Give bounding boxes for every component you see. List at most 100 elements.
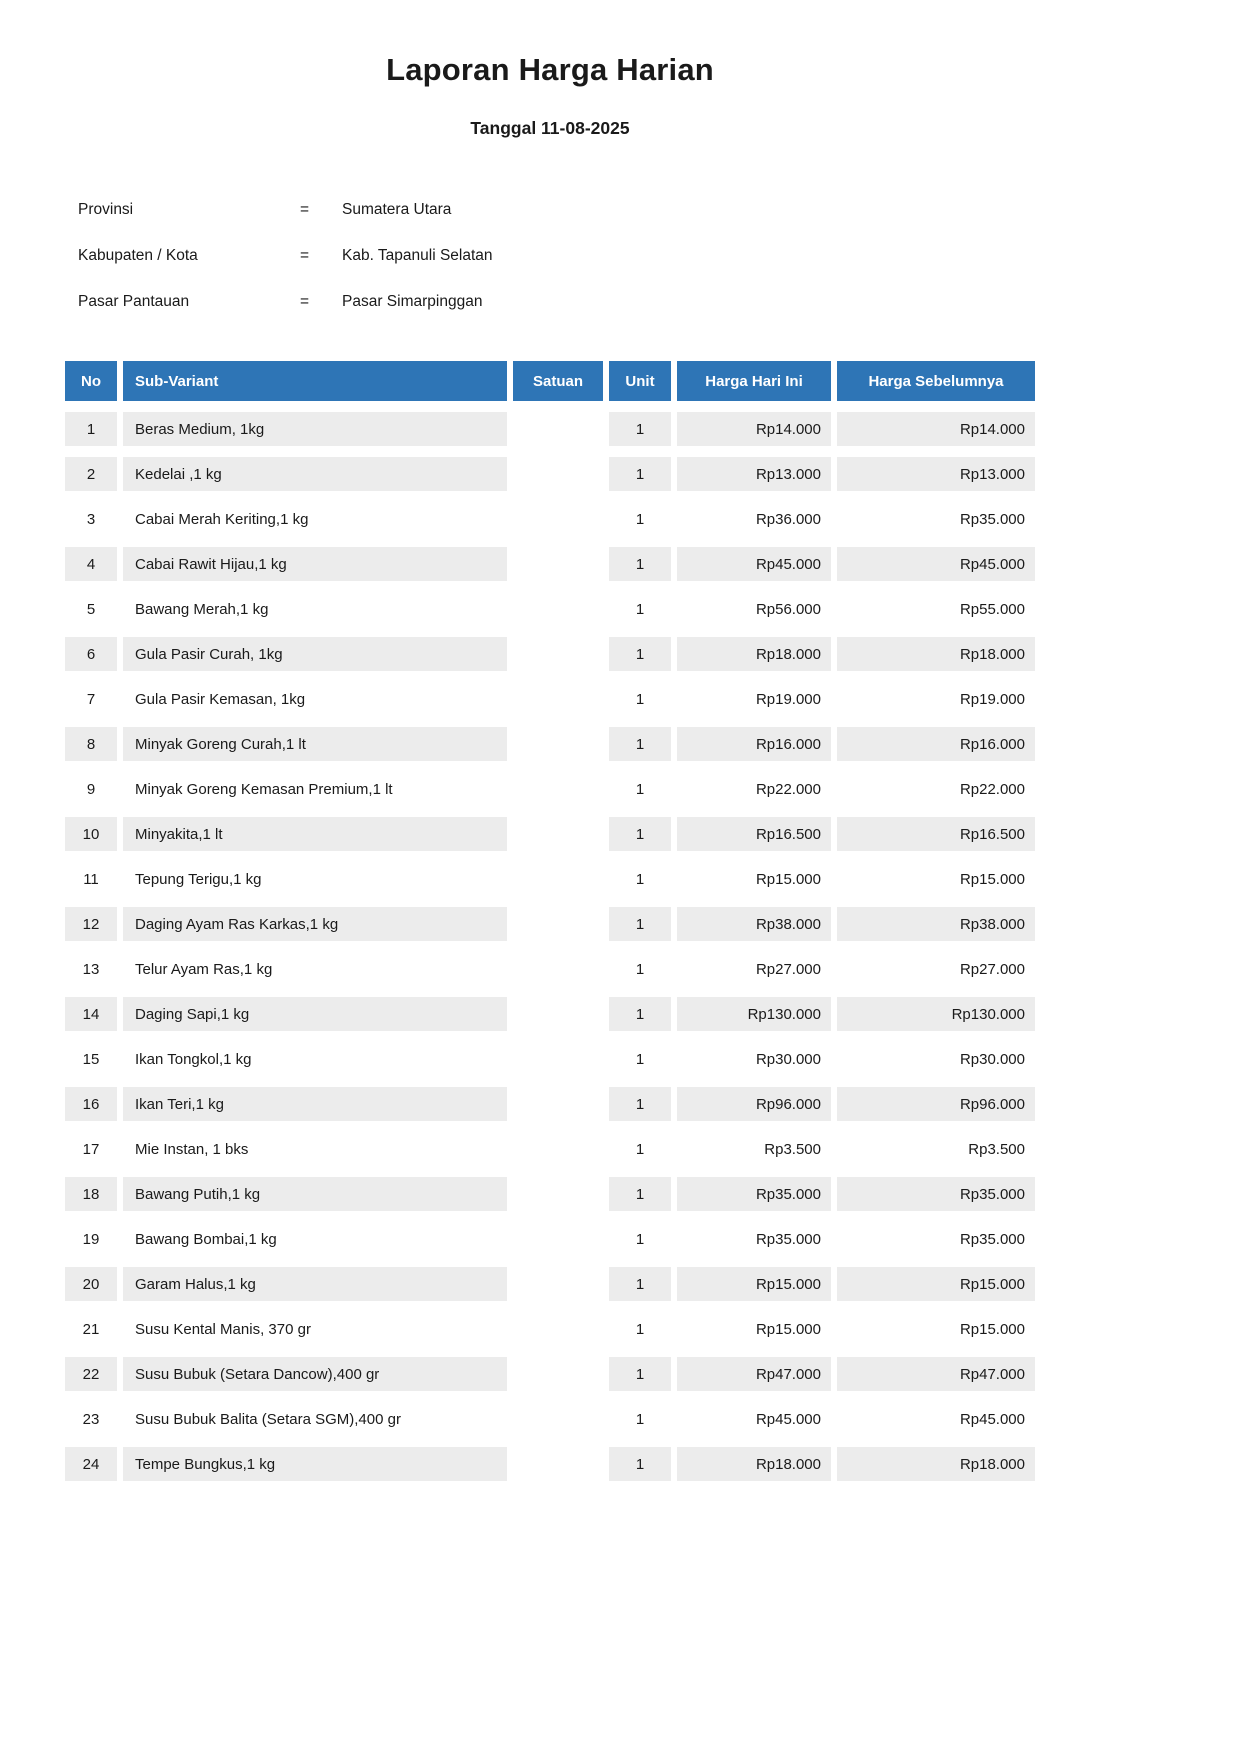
- cell-sub-variant: Minyak Goreng Kemasan Premium,1 lt: [123, 772, 507, 806]
- cell-no: 24: [65, 1447, 117, 1481]
- meta-value: Kab. Tapanuli Selatan: [342, 247, 493, 264]
- cell-sub-variant: Bawang Putih,1 kg: [123, 1177, 507, 1211]
- cell-satuan: [513, 1402, 603, 1436]
- table-row: 6 Gula Pasir Curah, 1kg 1 Rp18.000 Rp18.…: [65, 637, 1035, 671]
- cell-sub-variant: Gula Pasir Kemasan, 1kg: [123, 682, 507, 716]
- cell-sub-variant: Minyakita,1 lt: [123, 817, 507, 851]
- cell-satuan: [513, 547, 603, 581]
- table-row: 24 Tempe Bungkus,1 kg 1 Rp18.000 Rp18.00…: [65, 1447, 1035, 1481]
- cell-harga-sebelumnya: Rp30.000: [837, 1042, 1035, 1076]
- cell-unit: 1: [609, 907, 671, 941]
- cell-no: 12: [65, 907, 117, 941]
- cell-harga-hari-ini: Rp30.000: [677, 1042, 831, 1076]
- cell-unit: 1: [609, 1312, 671, 1346]
- cell-harga-sebelumnya: Rp38.000: [837, 907, 1035, 941]
- cell-harga-sebelumnya: Rp14.000: [837, 412, 1035, 446]
- column-header-satuan: Satuan: [513, 361, 603, 401]
- cell-harga-sebelumnya: Rp35.000: [837, 1222, 1035, 1256]
- cell-satuan: [513, 1312, 603, 1346]
- cell-sub-variant: Garam Halus,1 kg: [123, 1267, 507, 1301]
- table-row: 15 Ikan Tongkol,1 kg 1 Rp30.000 Rp30.000: [65, 1042, 1035, 1076]
- cell-harga-sebelumnya: Rp15.000: [837, 862, 1035, 896]
- cell-no: 7: [65, 682, 117, 716]
- cell-unit: 1: [609, 457, 671, 491]
- cell-unit: 1: [609, 997, 671, 1031]
- cell-satuan: [513, 682, 603, 716]
- cell-sub-variant: Ikan Teri,1 kg: [123, 1087, 507, 1121]
- cell-sub-variant: Minyak Goreng Curah,1 lt: [123, 727, 507, 761]
- column-header-unit: Unit: [609, 361, 671, 401]
- cell-unit: 1: [609, 862, 671, 896]
- cell-harga-sebelumnya: Rp18.000: [837, 1447, 1035, 1481]
- table-row: 1 Beras Medium, 1kg 1 Rp14.000 Rp14.000: [65, 412, 1035, 446]
- cell-satuan: [513, 457, 603, 491]
- cell-harga-hari-ini: Rp13.000: [677, 457, 831, 491]
- table-row: 20 Garam Halus,1 kg 1 Rp15.000 Rp15.000: [65, 1267, 1035, 1301]
- cell-harga-sebelumnya: Rp45.000: [837, 1402, 1035, 1436]
- table-row: 3 Cabai Merah Keriting,1 kg 1 Rp36.000 R…: [65, 502, 1035, 536]
- cell-satuan: [513, 997, 603, 1031]
- cell-harga-hari-ini: Rp45.000: [677, 1402, 831, 1436]
- cell-sub-variant: Tempe Bungkus,1 kg: [123, 1447, 507, 1481]
- page-title: Laporan Harga Harian: [386, 52, 714, 87]
- cell-unit: 1: [609, 1222, 671, 1256]
- cell-sub-variant: Susu Bubuk Balita (Setara SGM),400 gr: [123, 1402, 507, 1436]
- meta-row-provinsi: Provinsi = Sumatera Utara: [78, 187, 1035, 233]
- cell-sub-variant: Bawang Bombai,1 kg: [123, 1222, 507, 1256]
- cell-no: 23: [65, 1402, 117, 1436]
- cell-unit: 1: [609, 1267, 671, 1301]
- cell-harga-hari-ini: Rp14.000: [677, 412, 831, 446]
- cell-harga-hari-ini: Rp36.000: [677, 502, 831, 536]
- cell-harga-hari-ini: Rp96.000: [677, 1087, 831, 1121]
- cell-unit: 1: [609, 412, 671, 446]
- cell-harga-sebelumnya: Rp16.000: [837, 727, 1035, 761]
- cell-sub-variant: Bawang Merah,1 kg: [123, 592, 507, 626]
- cell-unit: 1: [609, 502, 671, 536]
- cell-satuan: [513, 952, 603, 986]
- cell-harga-hari-ini: Rp15.000: [677, 1267, 831, 1301]
- cell-satuan: [513, 1087, 603, 1121]
- cell-satuan: [513, 412, 603, 446]
- table-row: 8 Minyak Goreng Curah,1 lt 1 Rp16.000 Rp…: [65, 727, 1035, 761]
- cell-unit: 1: [609, 592, 671, 626]
- column-header-harga-hari-ini: Harga Hari Ini: [677, 361, 831, 401]
- cell-sub-variant: Susu Bubuk (Setara Dancow),400 gr: [123, 1357, 507, 1391]
- cell-harga-hari-ini: Rp15.000: [677, 862, 831, 896]
- meta-row-kabupaten: Kabupaten / Kota = Kab. Tapanuli Selatan: [78, 233, 1035, 279]
- cell-satuan: [513, 1447, 603, 1481]
- cell-harga-sebelumnya: Rp15.000: [837, 1267, 1035, 1301]
- table-row: 5 Bawang Merah,1 kg 1 Rp56.000 Rp55.000: [65, 592, 1035, 626]
- meta-value: Pasar Simarpinggan: [342, 293, 483, 310]
- cell-sub-variant: Gula Pasir Curah, 1kg: [123, 637, 507, 671]
- cell-unit: 1: [609, 1177, 671, 1211]
- cell-sub-variant: Ikan Tongkol,1 kg: [123, 1042, 507, 1076]
- column-header-no: No: [65, 361, 117, 401]
- cell-harga-sebelumnya: Rp130.000: [837, 997, 1035, 1031]
- cell-harga-sebelumnya: Rp27.000: [837, 952, 1035, 986]
- cell-harga-hari-ini: Rp16.500: [677, 817, 831, 851]
- cell-sub-variant: Mie Instan, 1 bks: [123, 1132, 507, 1166]
- table-row: 23 Susu Bubuk Balita (Setara SGM),400 gr…: [65, 1402, 1035, 1436]
- cell-harga-hari-ini: Rp3.500: [677, 1132, 831, 1166]
- cell-unit: 1: [609, 1447, 671, 1481]
- cell-harga-sebelumnya: Rp18.000: [837, 637, 1035, 671]
- cell-satuan: [513, 727, 603, 761]
- table-row: 21 Susu Kental Manis, 370 gr 1 Rp15.000 …: [65, 1312, 1035, 1346]
- cell-satuan: [513, 637, 603, 671]
- table-row: 10 Minyakita,1 lt 1 Rp16.500 Rp16.500: [65, 817, 1035, 851]
- table-row: 19 Bawang Bombai,1 kg 1 Rp35.000 Rp35.00…: [65, 1222, 1035, 1256]
- cell-harga-hari-ini: Rp16.000: [677, 727, 831, 761]
- meta-value: Sumatera Utara: [342, 201, 452, 218]
- cell-harga-hari-ini: Rp19.000: [677, 682, 831, 716]
- cell-satuan: [513, 1267, 603, 1301]
- table-row: 12 Daging Ayam Ras Karkas,1 kg 1 Rp38.00…: [65, 907, 1035, 941]
- cell-no: 18: [65, 1177, 117, 1211]
- cell-no: 21: [65, 1312, 117, 1346]
- meta-row-pasar: Pasar Pantauan = Pasar Simarpinggan: [78, 279, 1035, 325]
- table-row: 4 Cabai Rawit Hijau,1 kg 1 Rp45.000 Rp45…: [65, 547, 1035, 581]
- table-row: 2 Kedelai ,1 kg 1 Rp13.000 Rp13.000: [65, 457, 1035, 491]
- cell-satuan: [513, 592, 603, 626]
- cell-satuan: [513, 907, 603, 941]
- cell-satuan: [513, 1042, 603, 1076]
- cell-unit: 1: [609, 547, 671, 581]
